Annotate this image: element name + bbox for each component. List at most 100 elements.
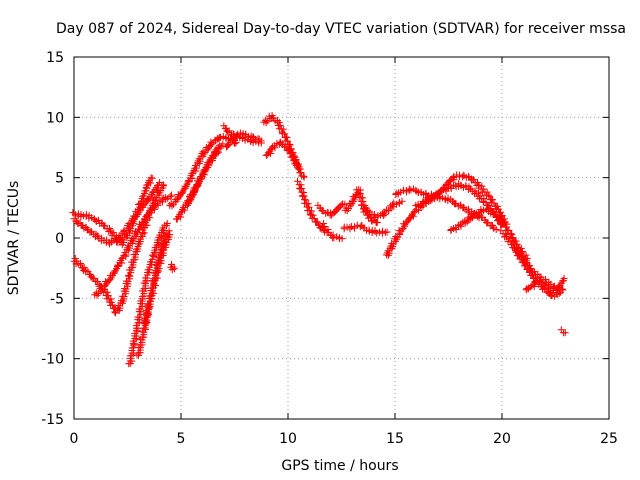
data-point — [126, 272, 134, 280]
data-point — [346, 223, 354, 231]
data-point — [363, 206, 371, 214]
data-point — [398, 197, 406, 205]
data-point — [296, 185, 304, 193]
series-23 — [392, 171, 511, 228]
series-7 — [141, 229, 170, 328]
series-29 — [557, 326, 569, 337]
data-point — [492, 226, 500, 234]
data-layer — [69, 112, 569, 368]
data-point — [478, 182, 486, 190]
data-point — [383, 228, 391, 236]
data-point — [300, 173, 308, 181]
data-point — [300, 172, 308, 180]
y-tick-label: -10 — [41, 352, 64, 368]
data-point — [558, 285, 566, 293]
data-point — [505, 235, 513, 243]
series-3 — [70, 181, 168, 317]
data-point — [148, 174, 156, 182]
series-16 — [294, 177, 329, 236]
series-24 — [412, 180, 505, 229]
x-tick-label: 5 — [177, 431, 186, 447]
data-point — [219, 140, 227, 148]
data-point — [299, 192, 307, 200]
data-point — [103, 288, 111, 296]
data-point — [489, 196, 497, 204]
y-tick-label: 15 — [46, 50, 64, 66]
data-point — [276, 122, 284, 130]
data-point — [166, 192, 174, 200]
series-17 — [314, 200, 349, 219]
data-point — [309, 211, 317, 219]
data-point — [321, 223, 329, 231]
data-point — [255, 135, 263, 143]
data-point — [324, 226, 332, 234]
data-point — [232, 132, 240, 140]
data-point — [294, 177, 301, 185]
x-tick-label: 0 — [70, 431, 79, 447]
series-9 — [166, 132, 240, 210]
data-point — [338, 235, 346, 243]
x-tick-label: 10 — [279, 431, 297, 447]
y-tick-label: 10 — [46, 110, 64, 126]
data-point — [302, 196, 310, 204]
series-15 — [262, 138, 303, 171]
data-point — [508, 238, 516, 246]
data-point — [144, 210, 152, 218]
data-point — [159, 181, 167, 189]
data-point — [307, 207, 315, 215]
series-18 — [319, 220, 346, 243]
data-point — [106, 227, 114, 235]
data-point — [556, 288, 564, 296]
data-point — [405, 187, 413, 195]
series-21 — [358, 197, 406, 221]
data-point — [160, 232, 168, 240]
data-point — [331, 207, 339, 215]
data-point — [304, 200, 312, 208]
data-point — [214, 145, 222, 153]
series-2 — [70, 179, 164, 248]
data-point — [462, 182, 470, 190]
data-point — [140, 201, 148, 209]
y-tick-label: 5 — [55, 171, 64, 187]
data-point — [225, 140, 233, 148]
grid-layer — [74, 57, 609, 419]
data-point — [145, 195, 153, 203]
data-point — [291, 153, 299, 161]
data-point — [168, 191, 175, 199]
data-point — [283, 134, 291, 142]
data-point — [163, 220, 171, 228]
data-point — [446, 177, 454, 185]
data-point — [319, 220, 327, 228]
series-20 — [340, 221, 391, 237]
data-point — [378, 229, 386, 237]
data-point — [555, 290, 563, 298]
data-point — [561, 329, 569, 337]
data-point — [166, 231, 174, 239]
x-tick-label: 25 — [600, 431, 618, 447]
y-axis-label: SDTVAR / TECUs — [6, 181, 22, 296]
x-tick-label: 20 — [493, 431, 511, 447]
series-22 — [382, 193, 500, 259]
data-point — [479, 185, 487, 193]
tick-label-layer: 0 5 10 15 20 25 -15 -10 -5 0 5 10 15 — [41, 50, 618, 447]
series-13 — [222, 129, 263, 151]
data-point — [295, 163, 303, 171]
data-point — [179, 189, 187, 197]
data-point — [279, 125, 287, 133]
data-point — [408, 212, 416, 220]
series-12 — [220, 122, 265, 147]
data-point — [107, 295, 115, 303]
x-axis-label: GPS time / hours — [281, 458, 398, 474]
data-point — [109, 229, 117, 237]
data-point — [528, 271, 536, 279]
y-tick-label: -5 — [50, 291, 64, 307]
data-point — [560, 274, 568, 282]
data-point — [356, 223, 364, 231]
data-point — [501, 230, 509, 238]
data-point — [341, 200, 349, 208]
data-point — [223, 142, 231, 150]
data-point — [411, 207, 419, 215]
series-11 — [182, 145, 222, 207]
data-point — [403, 218, 411, 226]
